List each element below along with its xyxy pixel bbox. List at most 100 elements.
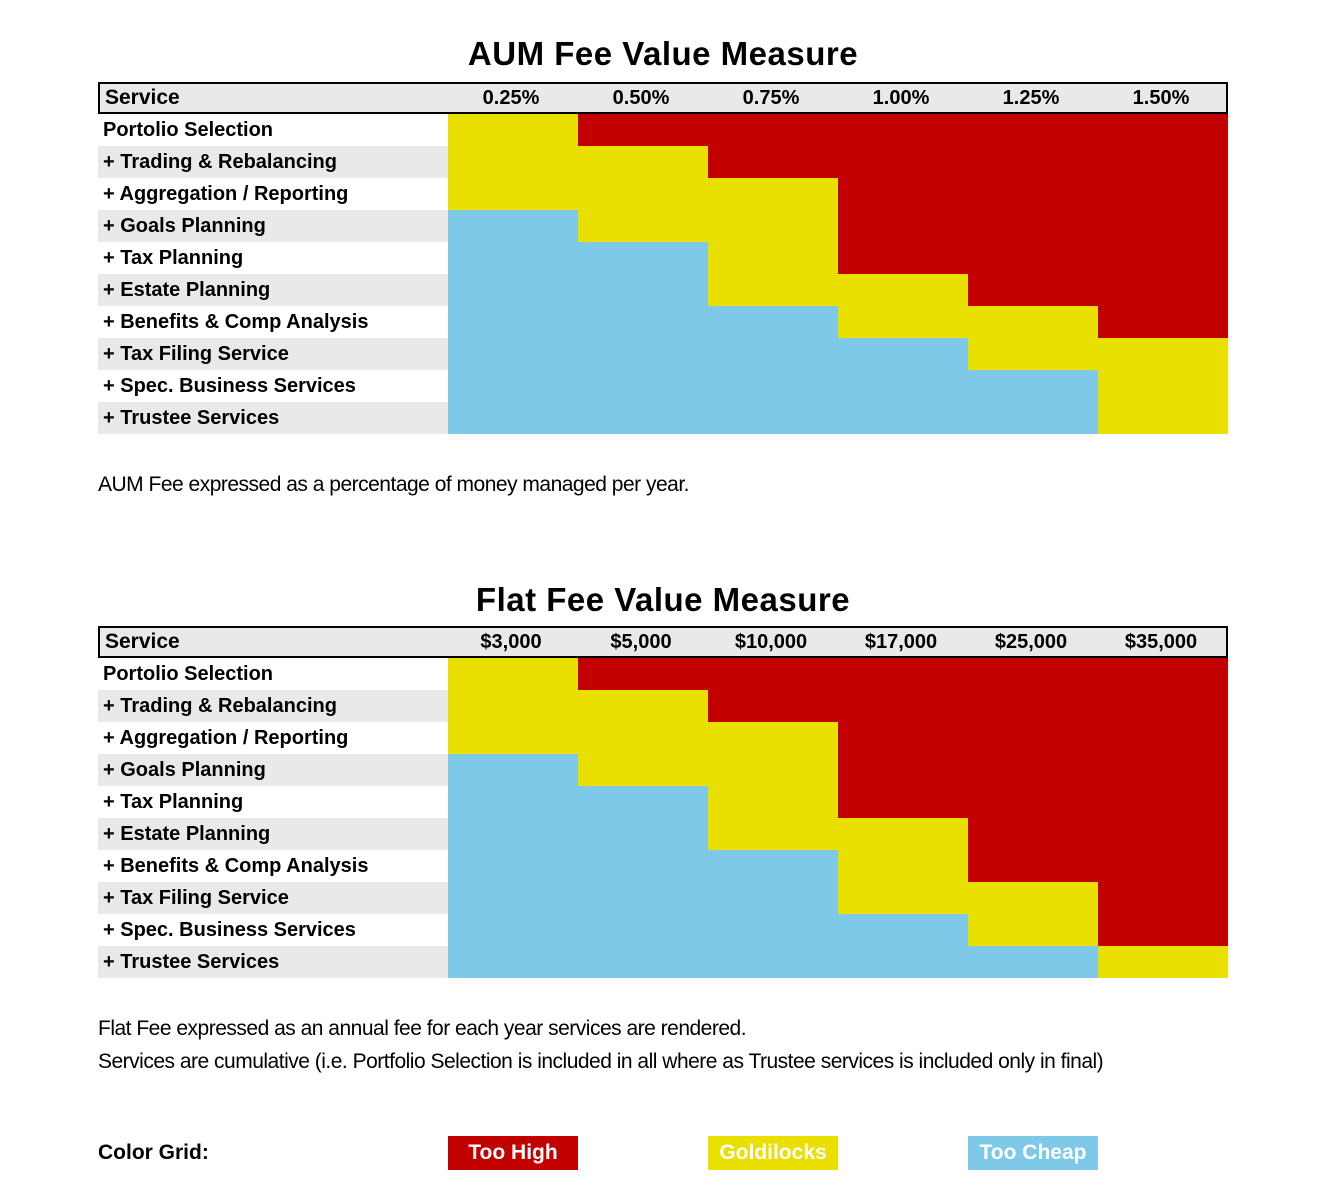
grid-cell-goldilocks xyxy=(448,690,578,722)
grid-cell-goldilocks xyxy=(708,178,838,210)
grid-cell-too-high xyxy=(968,114,1098,146)
service-label: + Benefits & Comp Analysis xyxy=(98,306,448,338)
fee-column-header: 0.50% xyxy=(612,86,670,109)
grid-cell-too-high xyxy=(968,754,1098,786)
grid-cell-goldilocks xyxy=(708,786,838,818)
legend-too-high-badge: Too High xyxy=(448,1136,578,1170)
grid-cell-too-cheap xyxy=(578,402,708,434)
service-row: + Trustee Services xyxy=(98,402,1228,434)
service-label: + Estate Planning xyxy=(98,818,448,850)
flat-fee-table: Service $3,000 $5,000 $10,000 $17,000 $25,000… xyxy=(98,626,1228,978)
grid-cell-too-high xyxy=(968,722,1098,754)
service-row: + Aggregation / Reporting xyxy=(98,178,1228,210)
grid-cell-too-cheap xyxy=(838,946,968,978)
grid-cell-too-high xyxy=(1098,146,1228,178)
grid-cell-goldilocks xyxy=(578,722,708,754)
grid-cell-too-high xyxy=(1098,210,1228,242)
grid-cell-too-cheap xyxy=(708,338,838,370)
flat-footnote-line2: Services are cumulative (i.e. Portfolio … xyxy=(98,1050,1104,1073)
grid-cell-too-cheap xyxy=(968,402,1098,434)
service-label: + Trustee Services xyxy=(98,946,448,978)
grid-cell-too-high xyxy=(1098,690,1228,722)
grid-cell-too-cheap xyxy=(578,850,708,882)
fee-column-header: $10,000 xyxy=(734,630,808,653)
grid-cell-too-cheap xyxy=(448,402,578,434)
grid-cell-too-high xyxy=(838,210,968,242)
grid-cell-too-high xyxy=(968,690,1098,722)
grid-cell-too-high xyxy=(1098,178,1228,210)
grid-cell-too-high xyxy=(968,658,1098,690)
grid-cell-too-cheap xyxy=(448,914,578,946)
service-column-header: Service xyxy=(105,86,180,109)
grid-cell-too-cheap xyxy=(578,946,708,978)
grid-cell-goldilocks xyxy=(578,146,708,178)
service-row: + Spec. Business Services xyxy=(98,370,1228,402)
grid-cell-goldilocks xyxy=(968,914,1098,946)
grid-cell-too-cheap xyxy=(838,914,968,946)
aum-table-title: AUM Fee Value Measure xyxy=(467,35,859,72)
grid-cell-too-cheap xyxy=(578,338,708,370)
flat-table-body: Portolio Selection + Trading & Rebalancin… xyxy=(98,658,1228,978)
service-label: + Tax Planning xyxy=(98,786,448,818)
grid-cell-goldilocks xyxy=(708,754,838,786)
service-label: + Aggregation / Reporting xyxy=(98,178,448,210)
grid-cell-too-cheap xyxy=(448,242,578,274)
legend-too-cheap-badge: Too Cheap xyxy=(968,1136,1098,1170)
grid-cell-too-cheap xyxy=(578,274,708,306)
grid-cell-goldilocks xyxy=(448,658,578,690)
grid-cell-goldilocks xyxy=(578,178,708,210)
grid-cell-too-cheap xyxy=(448,946,578,978)
fee-column-header: 1.25% xyxy=(1002,86,1060,109)
service-label: + Goals Planning xyxy=(98,210,448,242)
grid-cell-too-cheap xyxy=(708,914,838,946)
service-label: + Tax Filing Service xyxy=(98,338,448,370)
grid-cell-too-high xyxy=(838,754,968,786)
fee-column-header: 1.50% xyxy=(1132,86,1190,109)
fee-column-header: $17,000 xyxy=(864,630,938,653)
grid-cell-too-high xyxy=(968,786,1098,818)
grid-cell-too-high xyxy=(968,274,1098,306)
grid-cell-goldilocks xyxy=(838,274,968,306)
grid-cell-too-high xyxy=(1098,786,1228,818)
grid-cell-too-cheap xyxy=(578,370,708,402)
service-label: + Trustee Services xyxy=(98,402,448,434)
service-row: + Trading & Rebalancing xyxy=(98,690,1228,722)
grid-cell-goldilocks xyxy=(1098,370,1228,402)
service-column-header: Service xyxy=(105,630,180,653)
service-row: + Trading & Rebalancing xyxy=(98,146,1228,178)
grid-cell-goldilocks xyxy=(708,242,838,274)
aum-table-body: Portolio Selection + Trading & Rebalancin… xyxy=(98,114,1228,434)
grid-cell-too-high xyxy=(838,658,968,690)
grid-cell-too-cheap xyxy=(578,818,708,850)
grid-cell-too-high xyxy=(1098,306,1228,338)
service-row: + Trustee Services xyxy=(98,946,1228,978)
grid-cell-goldilocks xyxy=(708,210,838,242)
flat-table-header-row: Service $3,000 $5,000 $10,000 $17,000 $25,000… xyxy=(98,626,1228,658)
service-label: Portolio Selection xyxy=(98,114,448,146)
grid-cell-too-cheap xyxy=(448,754,578,786)
service-label: + Goals Planning xyxy=(98,754,448,786)
grid-cell-too-high xyxy=(1098,850,1228,882)
grid-cell-too-cheap xyxy=(578,306,708,338)
grid-cell-too-cheap xyxy=(448,786,578,818)
service-label: + Spec. Business Services xyxy=(98,914,448,946)
aum-fee-table: Service 0.25% 0.50% 0.75% 1.00% 1.25% 1.50% Po… xyxy=(98,82,1228,434)
service-row: Portolio Selection xyxy=(98,658,1228,690)
grid-cell-too-cheap xyxy=(838,338,968,370)
service-row: + Goals Planning xyxy=(98,210,1228,242)
service-row: + Estate Planning xyxy=(98,818,1228,850)
grid-cell-too-cheap xyxy=(578,242,708,274)
grid-cell-too-high xyxy=(1098,722,1228,754)
service-row: + Estate Planning xyxy=(98,274,1228,306)
fee-column-header: $5,000 xyxy=(610,630,672,653)
grid-cell-too-cheap xyxy=(448,210,578,242)
grid-cell-goldilocks xyxy=(968,882,1098,914)
fee-column-header: $25,000 xyxy=(994,630,1068,653)
grid-cell-too-high xyxy=(838,114,968,146)
service-label: + Spec. Business Services xyxy=(98,370,448,402)
service-row: Portolio Selection xyxy=(98,114,1228,146)
grid-cell-goldilocks xyxy=(968,306,1098,338)
grid-cell-too-high xyxy=(838,722,968,754)
grid-cell-too-cheap xyxy=(708,850,838,882)
grid-cell-goldilocks xyxy=(448,178,578,210)
